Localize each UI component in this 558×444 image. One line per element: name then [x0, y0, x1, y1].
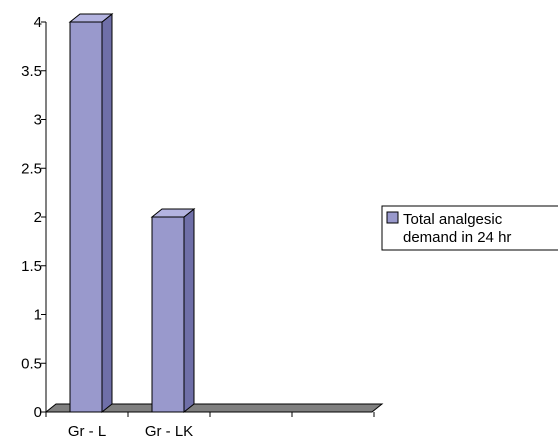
x-axis-labels: Gr - L Gr - LK: [68, 423, 193, 440]
bar-side: [183, 207, 195, 414]
y-tick-label: 0.5: [21, 355, 42, 372]
legend-label-line2: demand in 24 hr: [403, 229, 511, 246]
bar-1: [68, 12, 114, 414]
bar-2: [150, 207, 196, 414]
y-tick-label: 3: [34, 112, 42, 129]
y-tick-label: 2: [34, 209, 42, 226]
y-tick-label: 2.5: [21, 160, 42, 177]
chart-floor: [44, 403, 384, 417]
bar-side: [101, 12, 113, 414]
x-category-label: Gr - L: [68, 423, 106, 440]
bar-front: [69, 21, 103, 413]
y-tick-label: 3.5: [21, 63, 42, 80]
y-tick-label: 1: [34, 307, 42, 324]
y-tick-label: 1.5: [21, 258, 42, 275]
bars: [68, 12, 196, 414]
legend-label-line1: Total analgesic: [403, 211, 503, 228]
y-tick-label: 0: [34, 404, 42, 421]
floor-plane: [44, 403, 384, 413]
legend: Total analgesic demand in 24 hr: [381, 205, 558, 251]
legend-border: [381, 205, 558, 251]
y-axis: 0 0.5 1 1.5 2 2.5 3 3.5 4: [21, 14, 47, 421]
bar-front: [151, 216, 185, 413]
x-category-label: Gr - LK: [145, 423, 193, 440]
y-tick-label: 4: [34, 14, 42, 31]
legend-swatch: [386, 211, 399, 224]
